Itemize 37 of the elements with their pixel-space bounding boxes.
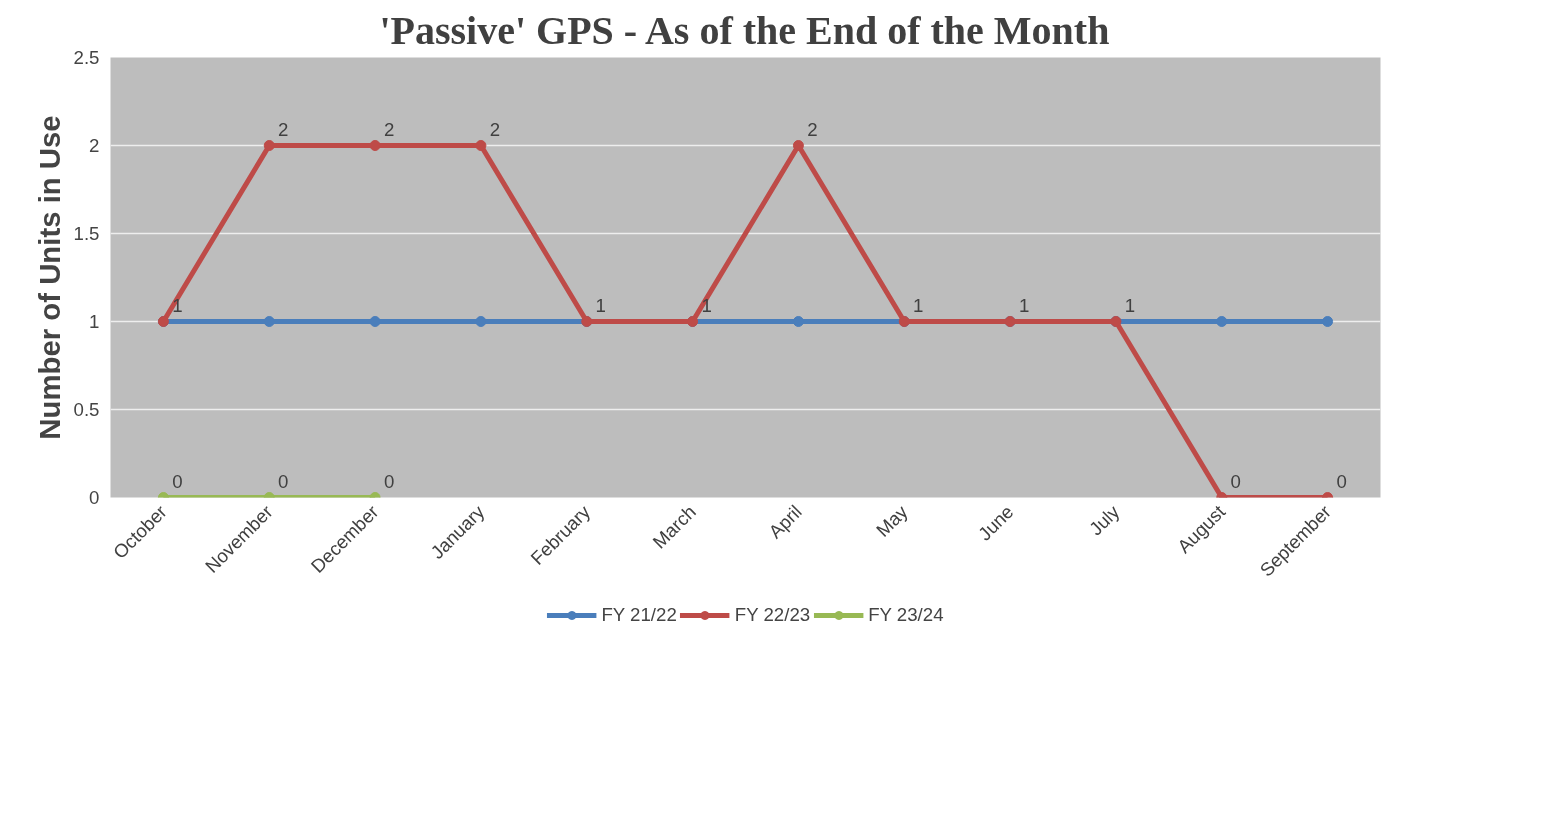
data-label: 0 — [172, 470, 183, 492]
data-label: 2 — [278, 118, 289, 140]
y-tick-label: 0 — [89, 487, 100, 508]
data-label: 0 — [383, 470, 395, 492]
data-label: 2 — [489, 118, 501, 140]
data-label: 1 — [1018, 294, 1030, 316]
point — [1216, 316, 1228, 327]
legend-label: FY 21/22 — [601, 604, 677, 626]
data-label: 0 — [1230, 470, 1241, 492]
point — [263, 140, 275, 151]
y-tick-label: 0.5 — [73, 399, 100, 420]
y-tick-label: 1.5 — [73, 223, 100, 244]
chart-title: 'Passive' GPS - As of the End of the Month — [379, 7, 1110, 53]
point — [475, 316, 487, 327]
x-tick-label: July — [1085, 500, 1124, 540]
data-label: 1 — [595, 294, 606, 316]
data-label: 1 — [701, 294, 712, 316]
y-tick-label: 2 — [89, 135, 100, 156]
data-label: 1 — [1124, 294, 1136, 316]
point — [475, 140, 487, 151]
x-tick-label: May — [871, 500, 913, 541]
point — [369, 140, 381, 151]
data-label: 1 — [913, 294, 924, 316]
y-tick-label: 1 — [89, 311, 100, 332]
y-axis-title: Number of Units in Use — [32, 115, 66, 440]
point — [263, 316, 275, 327]
data-label: 1 — [172, 294, 183, 316]
data-label: 2 — [383, 118, 395, 140]
y-tick-label: 2.5 — [73, 47, 100, 68]
point — [792, 140, 804, 151]
legend-label: FY 23/24 — [868, 604, 944, 626]
legend-label: FY 22/23 — [734, 604, 811, 626]
data-label: 0 — [278, 470, 289, 492]
data-label: 2 — [807, 118, 818, 140]
point — [1322, 316, 1334, 327]
point — [369, 316, 381, 327]
data-label: 0 — [1336, 470, 1347, 492]
